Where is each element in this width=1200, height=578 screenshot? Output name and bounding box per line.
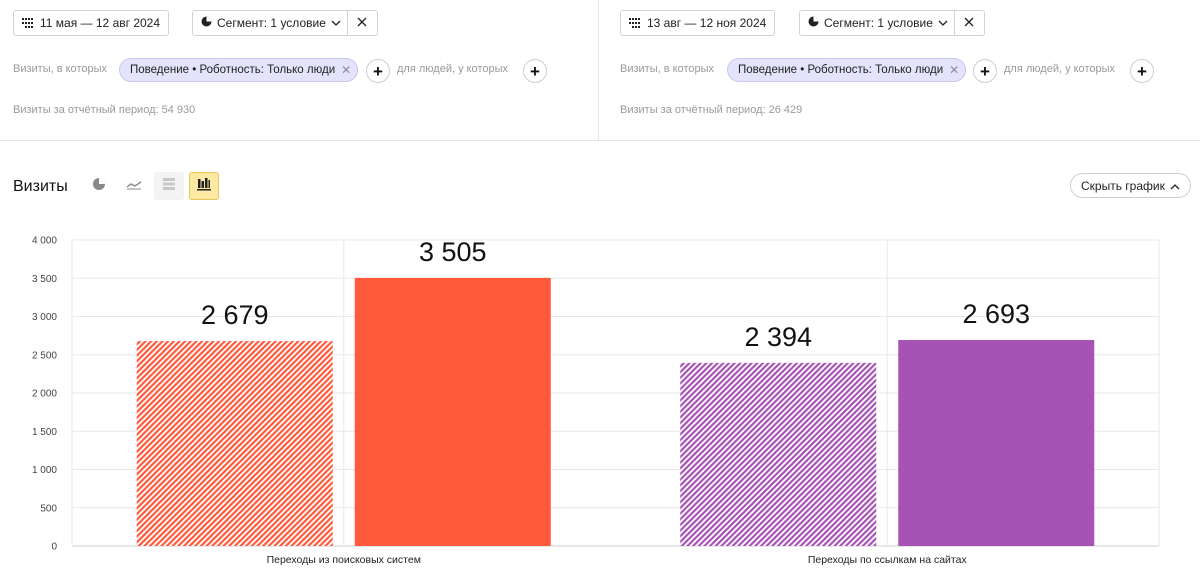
left-condition-chip[interactable]: Поведение • Роботность: Только люди ✕ bbox=[119, 58, 359, 82]
right-period-filter: 13 авг — 12 ноя 2024 Сегмент: 1 условие … bbox=[598, 0, 1200, 141]
right-date-range-label: 13 авг — 12 ноя 2024 bbox=[647, 16, 767, 30]
right-add-people-condition-button[interactable]: + bbox=[1130, 59, 1154, 83]
stacked-chart-icon bbox=[162, 177, 176, 196]
chevron-down-icon bbox=[331, 16, 341, 30]
left-add-people-condition-button[interactable]: + bbox=[523, 59, 547, 83]
plus-icon: + bbox=[980, 61, 990, 81]
y-tick-label: 3 500 bbox=[32, 274, 57, 285]
y-tick-label: 2 000 bbox=[32, 389, 57, 400]
bar bbox=[680, 362, 877, 546]
chevron-down-icon bbox=[938, 16, 948, 30]
view-bar-button[interactable] bbox=[189, 172, 219, 200]
segment-filters-panel: 11 мая — 12 авг 2024 Сегмент: 1 условие … bbox=[0, 0, 1200, 141]
y-tick-label: 4 000 bbox=[32, 236, 57, 247]
bar-chart-icon bbox=[197, 177, 211, 196]
left-condition-chip-label: Поведение • Роботность: Только люди bbox=[130, 64, 336, 76]
bar-chart: 4 000 3 500 3 000 2 500 2 000 1 500 1 000 500 0 2… bbox=[32, 236, 1160, 567]
y-tick-label: 500 bbox=[40, 503, 57, 514]
close-icon bbox=[357, 14, 367, 32]
right-segment-button[interactable]: Сегмент: 1 условие bbox=[799, 10, 955, 36]
left-visits-where-label: Визиты, в которых bbox=[13, 63, 107, 75]
close-icon bbox=[964, 14, 974, 32]
right-people-where-label: для людей, у которых bbox=[1004, 63, 1115, 75]
right-date-range-button[interactable]: 13 авг — 12 ноя 2024 bbox=[620, 10, 776, 36]
left-add-visit-condition-button[interactable]: + bbox=[366, 59, 390, 83]
bar bbox=[898, 339, 1095, 546]
view-line-button[interactable] bbox=[119, 172, 149, 200]
segment-pie-icon bbox=[201, 16, 212, 30]
category-label: Переходы по ссылкам на сайтах bbox=[808, 554, 968, 566]
right-segment-label: Сегмент: 1 условие bbox=[824, 16, 933, 30]
chip-remove-icon[interactable]: ✕ bbox=[949, 63, 960, 77]
left-people-where-label: для людей, у которых bbox=[397, 63, 508, 75]
right-segment-selector: Сегмент: 1 условие bbox=[799, 10, 985, 36]
view-stacked-button[interactable] bbox=[154, 172, 184, 200]
left-period-total: Визиты за отчётный период: 54 930 bbox=[13, 104, 196, 116]
bar-value-label: 2 679 bbox=[201, 300, 269, 330]
left-date-range-label: 11 мая — 12 авг 2024 bbox=[40, 16, 161, 30]
left-period-filter: 11 мая — 12 авг 2024 Сегмент: 1 условие … bbox=[0, 0, 598, 141]
category-label: Переходы из поисковых систем bbox=[267, 554, 421, 566]
y-tick-label: 1 500 bbox=[32, 427, 57, 438]
left-date-range-button[interactable]: 11 мая — 12 авг 2024 bbox=[13, 10, 170, 36]
right-segment-clear-button[interactable] bbox=[954, 10, 985, 36]
y-tick-label: 1 000 bbox=[32, 465, 57, 476]
plus-icon: + bbox=[530, 61, 540, 81]
hide-chart-label: Скрыть график bbox=[1081, 178, 1165, 193]
segment-pie-icon bbox=[808, 16, 819, 30]
bar bbox=[354, 277, 551, 546]
bar-value-label: 2 693 bbox=[962, 299, 1030, 329]
hide-chart-button[interactable]: Скрыть график bbox=[1070, 173, 1191, 198]
right-condition-chip-label: Поведение • Роботность: Только люди bbox=[738, 64, 944, 76]
chart-title: Визиты bbox=[13, 178, 68, 195]
right-condition-chip[interactable]: Поведение • Роботность: Только люди ✕ bbox=[727, 58, 967, 82]
chart-bars bbox=[136, 277, 1095, 546]
right-add-visit-condition-button[interactable]: + bbox=[973, 59, 997, 83]
right-visits-where-label: Визиты, в которых bbox=[620, 63, 714, 75]
calendar-icon bbox=[629, 17, 641, 29]
y-tick-label: 0 bbox=[51, 542, 57, 553]
line-chart-icon bbox=[126, 177, 142, 195]
bar-value-label: 2 394 bbox=[744, 322, 812, 352]
left-segment-label: Сегмент: 1 условие bbox=[217, 16, 326, 30]
view-pie-button[interactable] bbox=[84, 172, 114, 200]
left-segment-clear-button[interactable] bbox=[347, 10, 378, 36]
plus-icon: + bbox=[1137, 61, 1147, 81]
right-period-total: Визиты за отчётный период: 26 429 bbox=[620, 104, 803, 116]
plus-icon: + bbox=[373, 61, 383, 81]
bar bbox=[136, 341, 333, 546]
chip-remove-icon[interactable]: ✕ bbox=[341, 63, 352, 77]
bar-value-label: 3 505 bbox=[419, 237, 487, 267]
y-tick-label: 2 500 bbox=[32, 350, 57, 361]
left-segment-selector: Сегмент: 1 условие bbox=[192, 10, 378, 36]
left-segment-button[interactable]: Сегмент: 1 условие bbox=[192, 10, 348, 36]
calendar-icon bbox=[22, 17, 34, 29]
y-tick-label: 3 000 bbox=[32, 312, 57, 323]
chevron-up-icon bbox=[1170, 179, 1180, 193]
pie-chart-icon bbox=[92, 177, 106, 196]
chart-labels: 4 000 3 500 3 000 2 500 2 000 1 500 1 000 500 0 2… bbox=[32, 236, 1030, 567]
